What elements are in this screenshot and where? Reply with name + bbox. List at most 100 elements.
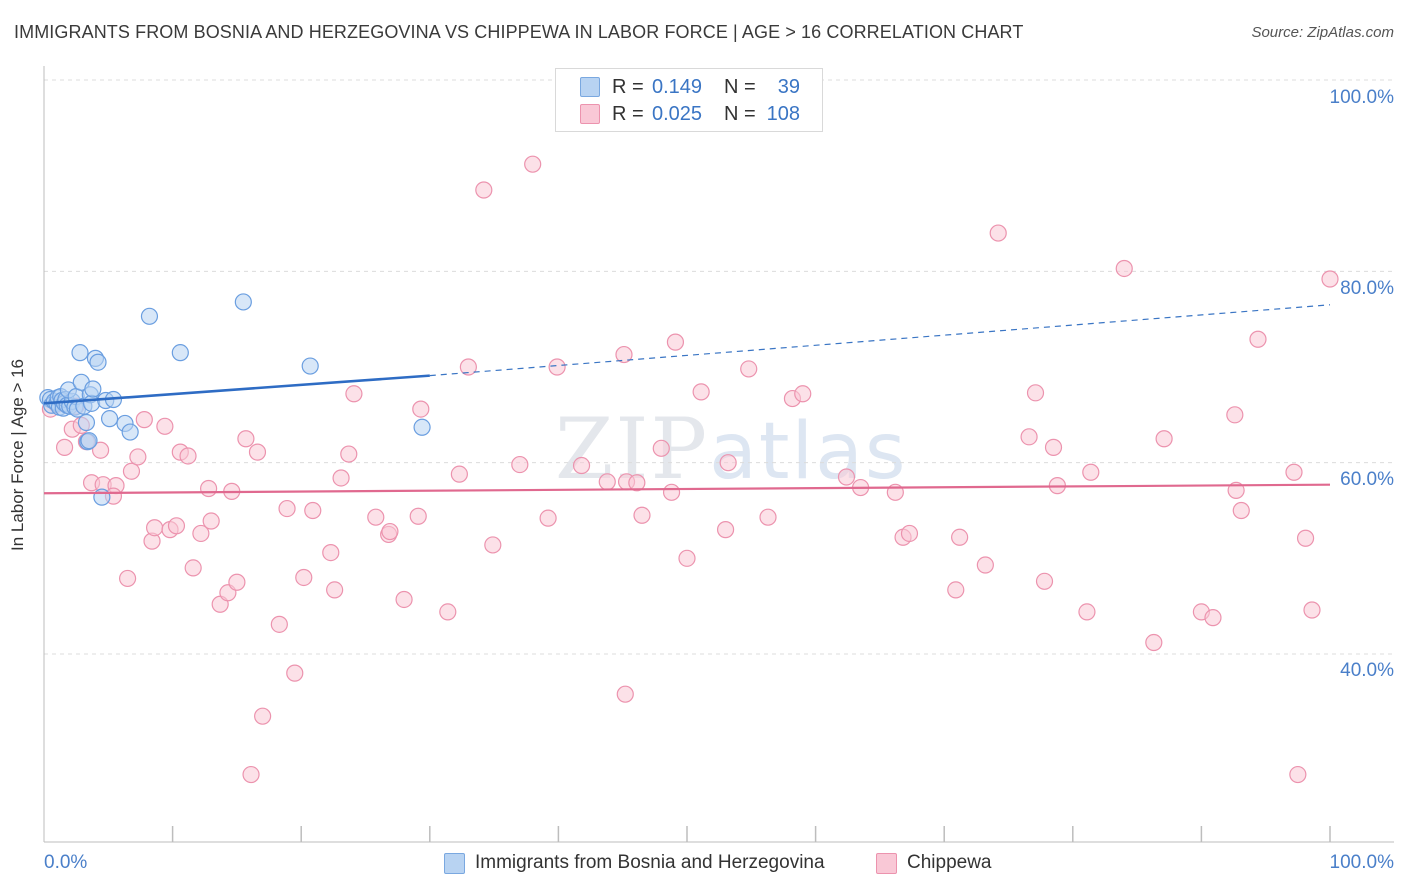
- x-tick-label-max: 100.0%: [1329, 852, 1394, 873]
- chippewa-point: [167, 517, 186, 535]
- chippewa-point: [1145, 633, 1163, 652]
- chippewa-point: [475, 181, 493, 199]
- chippewa-point: [1321, 270, 1339, 288]
- chippewa-point: [652, 439, 670, 457]
- chippewa-point: [1285, 463, 1303, 481]
- chippewa-point: [129, 448, 147, 466]
- chippewa-point: [322, 543, 340, 562]
- n-value: 39: [777, 75, 800, 98]
- legend-swatch-chippewa: [876, 852, 897, 874]
- chippewa-point: [524, 155, 542, 173]
- chippewa-point: [794, 385, 812, 403]
- y-tick-label-100: 100.0%: [1329, 87, 1394, 108]
- bosnia-swatch: [580, 77, 600, 97]
- chippewa-point: [719, 454, 737, 472]
- y-tick-label-60: 60.0%: [1340, 469, 1394, 490]
- bosnia-point: [301, 357, 319, 375]
- bosnia-point: [80, 432, 98, 450]
- chippewa-point: [242, 765, 260, 784]
- chippewa-point: [1303, 601, 1321, 619]
- chippewa-point: [179, 447, 197, 465]
- watermark-atlas: atlas: [709, 407, 908, 497]
- chippewa-point: [1078, 603, 1096, 621]
- bosnia-trend-line-extension: [429, 304, 1331, 377]
- chippewa-point: [947, 581, 965, 599]
- r-label: R =: [612, 75, 644, 98]
- chippewa-point: [740, 360, 758, 378]
- chippewa-point: [1204, 609, 1222, 627]
- chippewa-point: [459, 358, 477, 376]
- chippewa-point: [976, 556, 994, 574]
- chippewa-point: [628, 474, 646, 492]
- bosnia-point: [121, 423, 139, 441]
- chippewa-point: [616, 685, 634, 703]
- chippewa-point: [511, 455, 529, 474]
- chippewa-point: [409, 507, 427, 525]
- chart-title: IMMIGRANTS FROM BOSNIA AND HERZEGOVINA V…: [14, 22, 1024, 42]
- chippewa-point: [412, 400, 430, 418]
- chippewa-point: [1044, 438, 1063, 456]
- stats-legend-row-chippewa: R = 0.025 N = 108: [580, 101, 800, 127]
- r-value: 0.025: [652, 102, 703, 125]
- bosnia-point: [84, 380, 102, 398]
- n-label: N =: [724, 75, 756, 98]
- chippewa-point: [200, 479, 218, 498]
- chippewa-point: [450, 465, 468, 483]
- bosnia-trend-line: [43, 374, 430, 405]
- legend-label-bosnia: Immigrants from Bosnia and Herzegovina: [475, 852, 825, 873]
- chippewa-point: [692, 383, 710, 401]
- bosnia-point: [100, 410, 119, 428]
- y-tick-label-40: 40.0%: [1340, 660, 1394, 681]
- bosnia-point: [77, 413, 96, 432]
- chippewa-point: [439, 603, 457, 621]
- chippewa-point: [55, 438, 74, 456]
- chippewa-point: [184, 559, 202, 577]
- chippewa-point: [304, 501, 322, 520]
- chippewa-point: [1115, 259, 1133, 278]
- y-axis-label: In Labor Force | Age > 16: [8, 358, 27, 552]
- chippewa-point: [837, 468, 856, 486]
- legend-label-chippewa: Chippewa: [907, 852, 992, 873]
- chippewa-point: [1026, 384, 1045, 402]
- n-value: 108: [766, 102, 800, 125]
- chippewa-point: [1020, 428, 1038, 446]
- chippewa-point: [395, 590, 413, 609]
- x-tick-label-min: 0.0%: [44, 852, 88, 873]
- chippewa-point: [1082, 463, 1100, 481]
- chippewa-point: [145, 519, 164, 537]
- bosnia-point: [93, 488, 111, 506]
- legend-swatch-bosnia: [444, 852, 465, 874]
- chippewa-point: [332, 469, 350, 487]
- chippewa-point: [192, 524, 210, 543]
- r-value: 0.149: [652, 75, 703, 98]
- n-label: N =: [724, 102, 756, 125]
- chippewa-point: [666, 333, 685, 351]
- chippewa-point: [1232, 501, 1250, 520]
- chippewa-point: [615, 345, 633, 364]
- bosnia-point: [82, 394, 101, 412]
- chippewa-point: [1155, 430, 1173, 448]
- chippewa-point: [548, 358, 566, 376]
- legend-item-bosnia: Immigrants from Bosnia and Herzegovina: [444, 852, 825, 874]
- stats-legend: R = 0.149 N = 39 R = 0.025 N = 108: [555, 68, 823, 132]
- chippewa-point: [91, 441, 110, 459]
- bosnia-point: [140, 307, 159, 325]
- chippewa-point: [122, 462, 141, 480]
- chippewa-point: [598, 473, 616, 491]
- chippewa-point: [1296, 529, 1315, 547]
- bosnia-point: [171, 344, 189, 362]
- chippewa-point: [254, 707, 272, 725]
- chippewa-point: [237, 430, 255, 448]
- chippewa-point: [118, 569, 137, 588]
- chippewa-point: [286, 664, 304, 682]
- chippewa-point: [678, 549, 696, 567]
- bosnia-point: [234, 293, 252, 311]
- chippewa-point: [278, 499, 296, 518]
- series-legend: Immigrants from Bosnia and Herzegovina C…: [0, 852, 1406, 878]
- bosnia-point: [89, 353, 107, 371]
- chippewa-point: [539, 509, 557, 527]
- chippewa-point: [156, 417, 174, 435]
- chippewa-point: [1226, 406, 1244, 424]
- chippewa-point: [900, 524, 919, 543]
- chippewa-point: [484, 536, 502, 554]
